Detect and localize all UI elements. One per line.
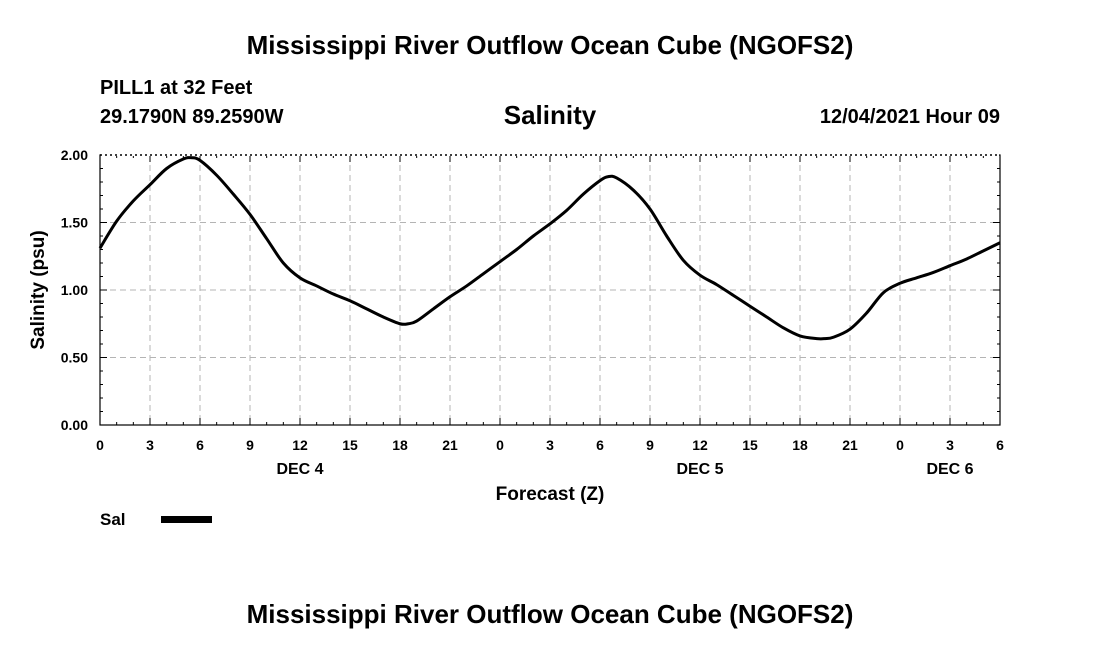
- chart-main-title: Mississippi River Outflow Ocean Cube (NG…: [246, 30, 854, 60]
- x-tick-label: 6: [196, 437, 204, 453]
- x-tick-label: 18: [392, 437, 408, 453]
- x-tick-label: 12: [292, 437, 308, 453]
- x-tick-label: 21: [842, 437, 858, 453]
- x-tick-label: 6: [596, 437, 604, 453]
- y-tick-label: 0.50: [61, 350, 88, 366]
- x-tick-label: 9: [246, 437, 254, 453]
- x-tick-label: 12: [692, 437, 708, 453]
- y-tick-label: 1.50: [61, 215, 88, 231]
- x-tick-label: 3: [546, 437, 554, 453]
- series-layer: [98, 156, 1001, 341]
- y-tick-label: 1.00: [61, 282, 88, 298]
- next-chart-title: Mississippi River Outflow Ocean Cube (NG…: [246, 599, 854, 629]
- axis-labels: 0 3 6 9 12 15 18 21 0 3 6 9 12 15 18 21 0 3 6 0.00 0.50 1.00 1…: [61, 147, 1004, 478]
- series-line-sal: [98, 156, 1001, 341]
- x-axis-title: Forecast (Z): [496, 484, 605, 505]
- x-tick-label: 21: [442, 437, 458, 453]
- variable-title: Salinity: [503, 100, 597, 130]
- forecast-datetime: 12/04/2021 Hour 09: [819, 106, 1000, 128]
- legend-line-swatch: [161, 516, 212, 523]
- x-tick-label: 0: [496, 437, 504, 453]
- legend-label: Sal: [100, 510, 126, 529]
- y-tick-label: 2.00: [61, 147, 88, 163]
- x-tick-label: 0: [896, 437, 904, 453]
- day-label: DEC 4: [276, 461, 323, 478]
- x-tick-label: 3: [946, 437, 954, 453]
- station-coordinates: 29.1790N 89.2590W: [100, 106, 284, 128]
- y-tick-label: 0.00: [61, 417, 88, 433]
- day-label: DEC 5: [676, 461, 723, 478]
- day-label: DEC 6: [926, 461, 973, 478]
- x-tick-label: 15: [342, 437, 358, 453]
- x-tick-label: 18: [792, 437, 808, 453]
- station-label: PILL1 at 32 Feet: [100, 77, 253, 99]
- x-tick-label: 3: [146, 437, 154, 453]
- x-tick-label: 15: [742, 437, 758, 453]
- x-tick-label: 0: [96, 437, 104, 453]
- y-axis-title: Salinity (psu): [28, 230, 49, 349]
- x-tick-label: 9: [646, 437, 654, 453]
- x-tick-label: 6: [996, 437, 1004, 453]
